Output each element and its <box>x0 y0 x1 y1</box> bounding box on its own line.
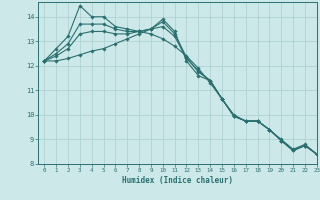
X-axis label: Humidex (Indice chaleur): Humidex (Indice chaleur) <box>122 176 233 185</box>
